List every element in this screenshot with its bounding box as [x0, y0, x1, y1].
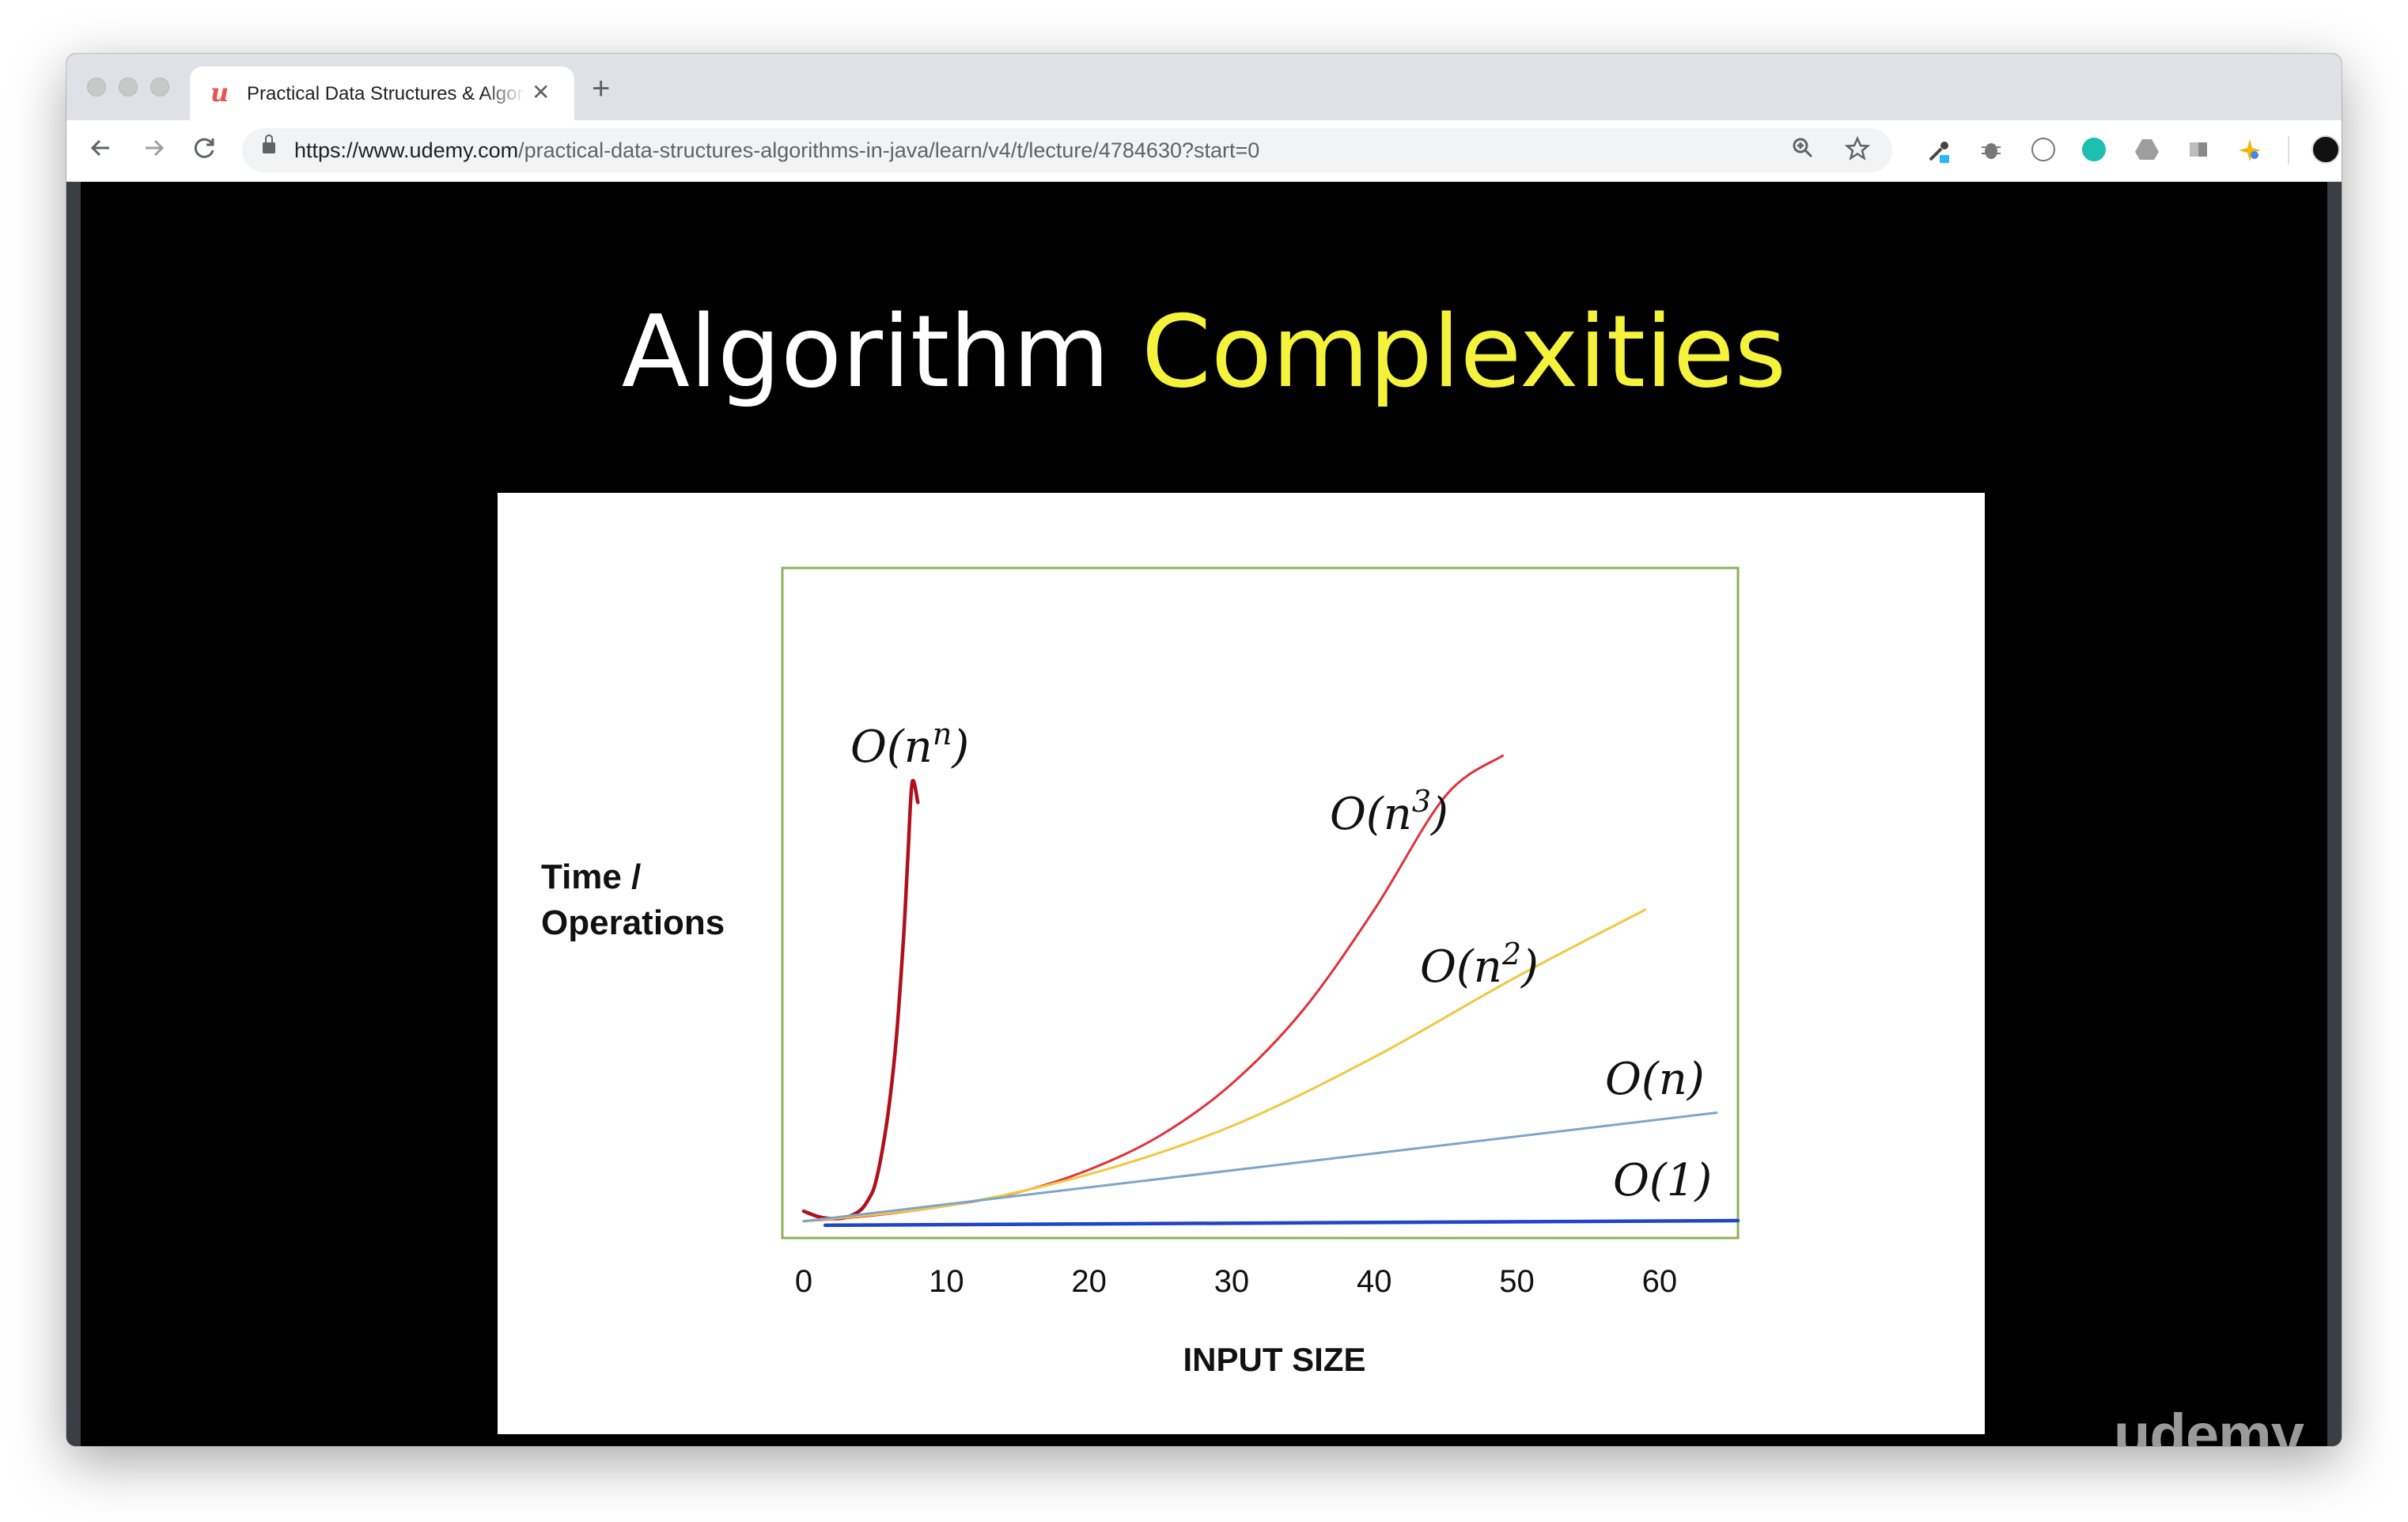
circle-extension-icon[interactable] — [2031, 138, 2055, 161]
video-border-left — [66, 182, 81, 1446]
toolbar-divider — [2288, 136, 2289, 165]
drive-extension-icon[interactable] — [2134, 138, 2159, 161]
x-axis-label: INPUT SIZE — [1183, 1341, 1365, 1378]
lecture-video[interactable]: Algorithm Complexities O(nn) O(n3) O(n2) O(… — [81, 182, 2327, 1446]
url-path: /practical-data-structures-algorithms-in… — [518, 138, 1260, 162]
x-tick-label: 60 — [1642, 1264, 1678, 1299]
new-tab-button[interactable]: + — [592, 71, 611, 106]
page-extension-icon[interactable] — [2187, 138, 2210, 161]
x-tick-label: 40 — [1357, 1264, 1392, 1299]
browser-window: u Practical Data Structures & Algorithms… — [66, 54, 2342, 1446]
url-host: https://www.udemy.com — [294, 138, 519, 162]
tab-close-icon[interactable]: ✕ — [532, 80, 551, 104]
slide-title: Algorithm Complexities — [81, 293, 2327, 411]
zoom-icon — [1793, 138, 1813, 158]
arrow-right-icon — [146, 139, 165, 157]
plot-frame — [781, 566, 1740, 1240]
series-line-0 — [801, 778, 920, 1221]
series-label-4: O(1) — [1613, 1155, 1712, 1206]
star-icon — [1844, 135, 1871, 161]
x-tick-label: 10 — [929, 1264, 964, 1299]
slide-title-accent: Complexities — [1141, 293, 1787, 410]
profile-avatar[interactable] — [2311, 135, 2340, 164]
eyedropper-extension-icon[interactable] — [1925, 138, 1949, 163]
video-border-right — [2327, 182, 2342, 1446]
series-label-0: O(nn) — [850, 717, 969, 773]
x-tick-label: 50 — [1499, 1264, 1535, 1299]
teal-extension-icon[interactable] — [2082, 138, 2106, 161]
arrow-left-icon — [90, 139, 109, 157]
chart-panel: O(nn) O(n3) O(n2) O(n) O(1) 0 10 20 30 40 50 60 INPU… — [498, 493, 1985, 1434]
series-label-2: O(n2) — [1420, 937, 1539, 993]
slide-title-main: Algorithm — [621, 293, 1110, 410]
x-tick-label: 0 — [795, 1264, 812, 1299]
back-button[interactable] — [87, 134, 114, 168]
reload-icon — [194, 138, 214, 158]
complexity-chart: O(nn) O(n3) O(n2) O(n) O(1) 0 10 20 30 40 50 60 INPU… — [541, 566, 1740, 1378]
url-text[interactable]: https://www.udemy.com/practical-data-str… — [294, 138, 1259, 162]
lock-icon — [263, 134, 275, 153]
browser-toolbar: https://www.udemy.com/practical-data-str… — [66, 120, 2342, 182]
tab-title: Practical Data Structures & Algorithms i… — [247, 83, 524, 104]
x-tick-label: 30 — [1214, 1264, 1250, 1299]
series-line-3 — [802, 1111, 1718, 1223]
series-label-1: O(n3) — [1330, 784, 1448, 840]
udemy-watermark: udemy — [2114, 1402, 2304, 1446]
forward-button[interactable] — [141, 134, 168, 168]
close-window-button[interactable] — [87, 78, 106, 97]
reload-button[interactable] — [191, 134, 218, 168]
x-tick-label: 20 — [1071, 1264, 1107, 1299]
tab-title-fade — [483, 78, 526, 109]
series-line-2 — [802, 908, 1647, 1223]
bug-extension-icon[interactable] — [1979, 138, 2003, 161]
y-axis-label: Time / Operations — [541, 858, 725, 942]
tab-strip: u Practical Data Structures & Algorithms… — [66, 54, 2342, 120]
maximize-window-button[interactable] — [150, 78, 169, 97]
udemy-favicon-icon: u — [210, 78, 229, 108]
sparkle-extension-icon[interactable] — [2237, 138, 2261, 161]
tab-active[interactable]: u Practical Data Structures & Algorithms… — [190, 66, 574, 120]
series-label-3: O(n) — [1605, 1054, 1705, 1105]
bookmark-button[interactable] — [1844, 135, 1871, 168]
zoom-button[interactable] — [1791, 136, 1815, 167]
minimize-window-button[interactable] — [119, 78, 138, 97]
series-line-4 — [823, 1218, 1740, 1228]
address-bar[interactable]: https://www.udemy.com/practical-data-str… — [242, 128, 1892, 172]
